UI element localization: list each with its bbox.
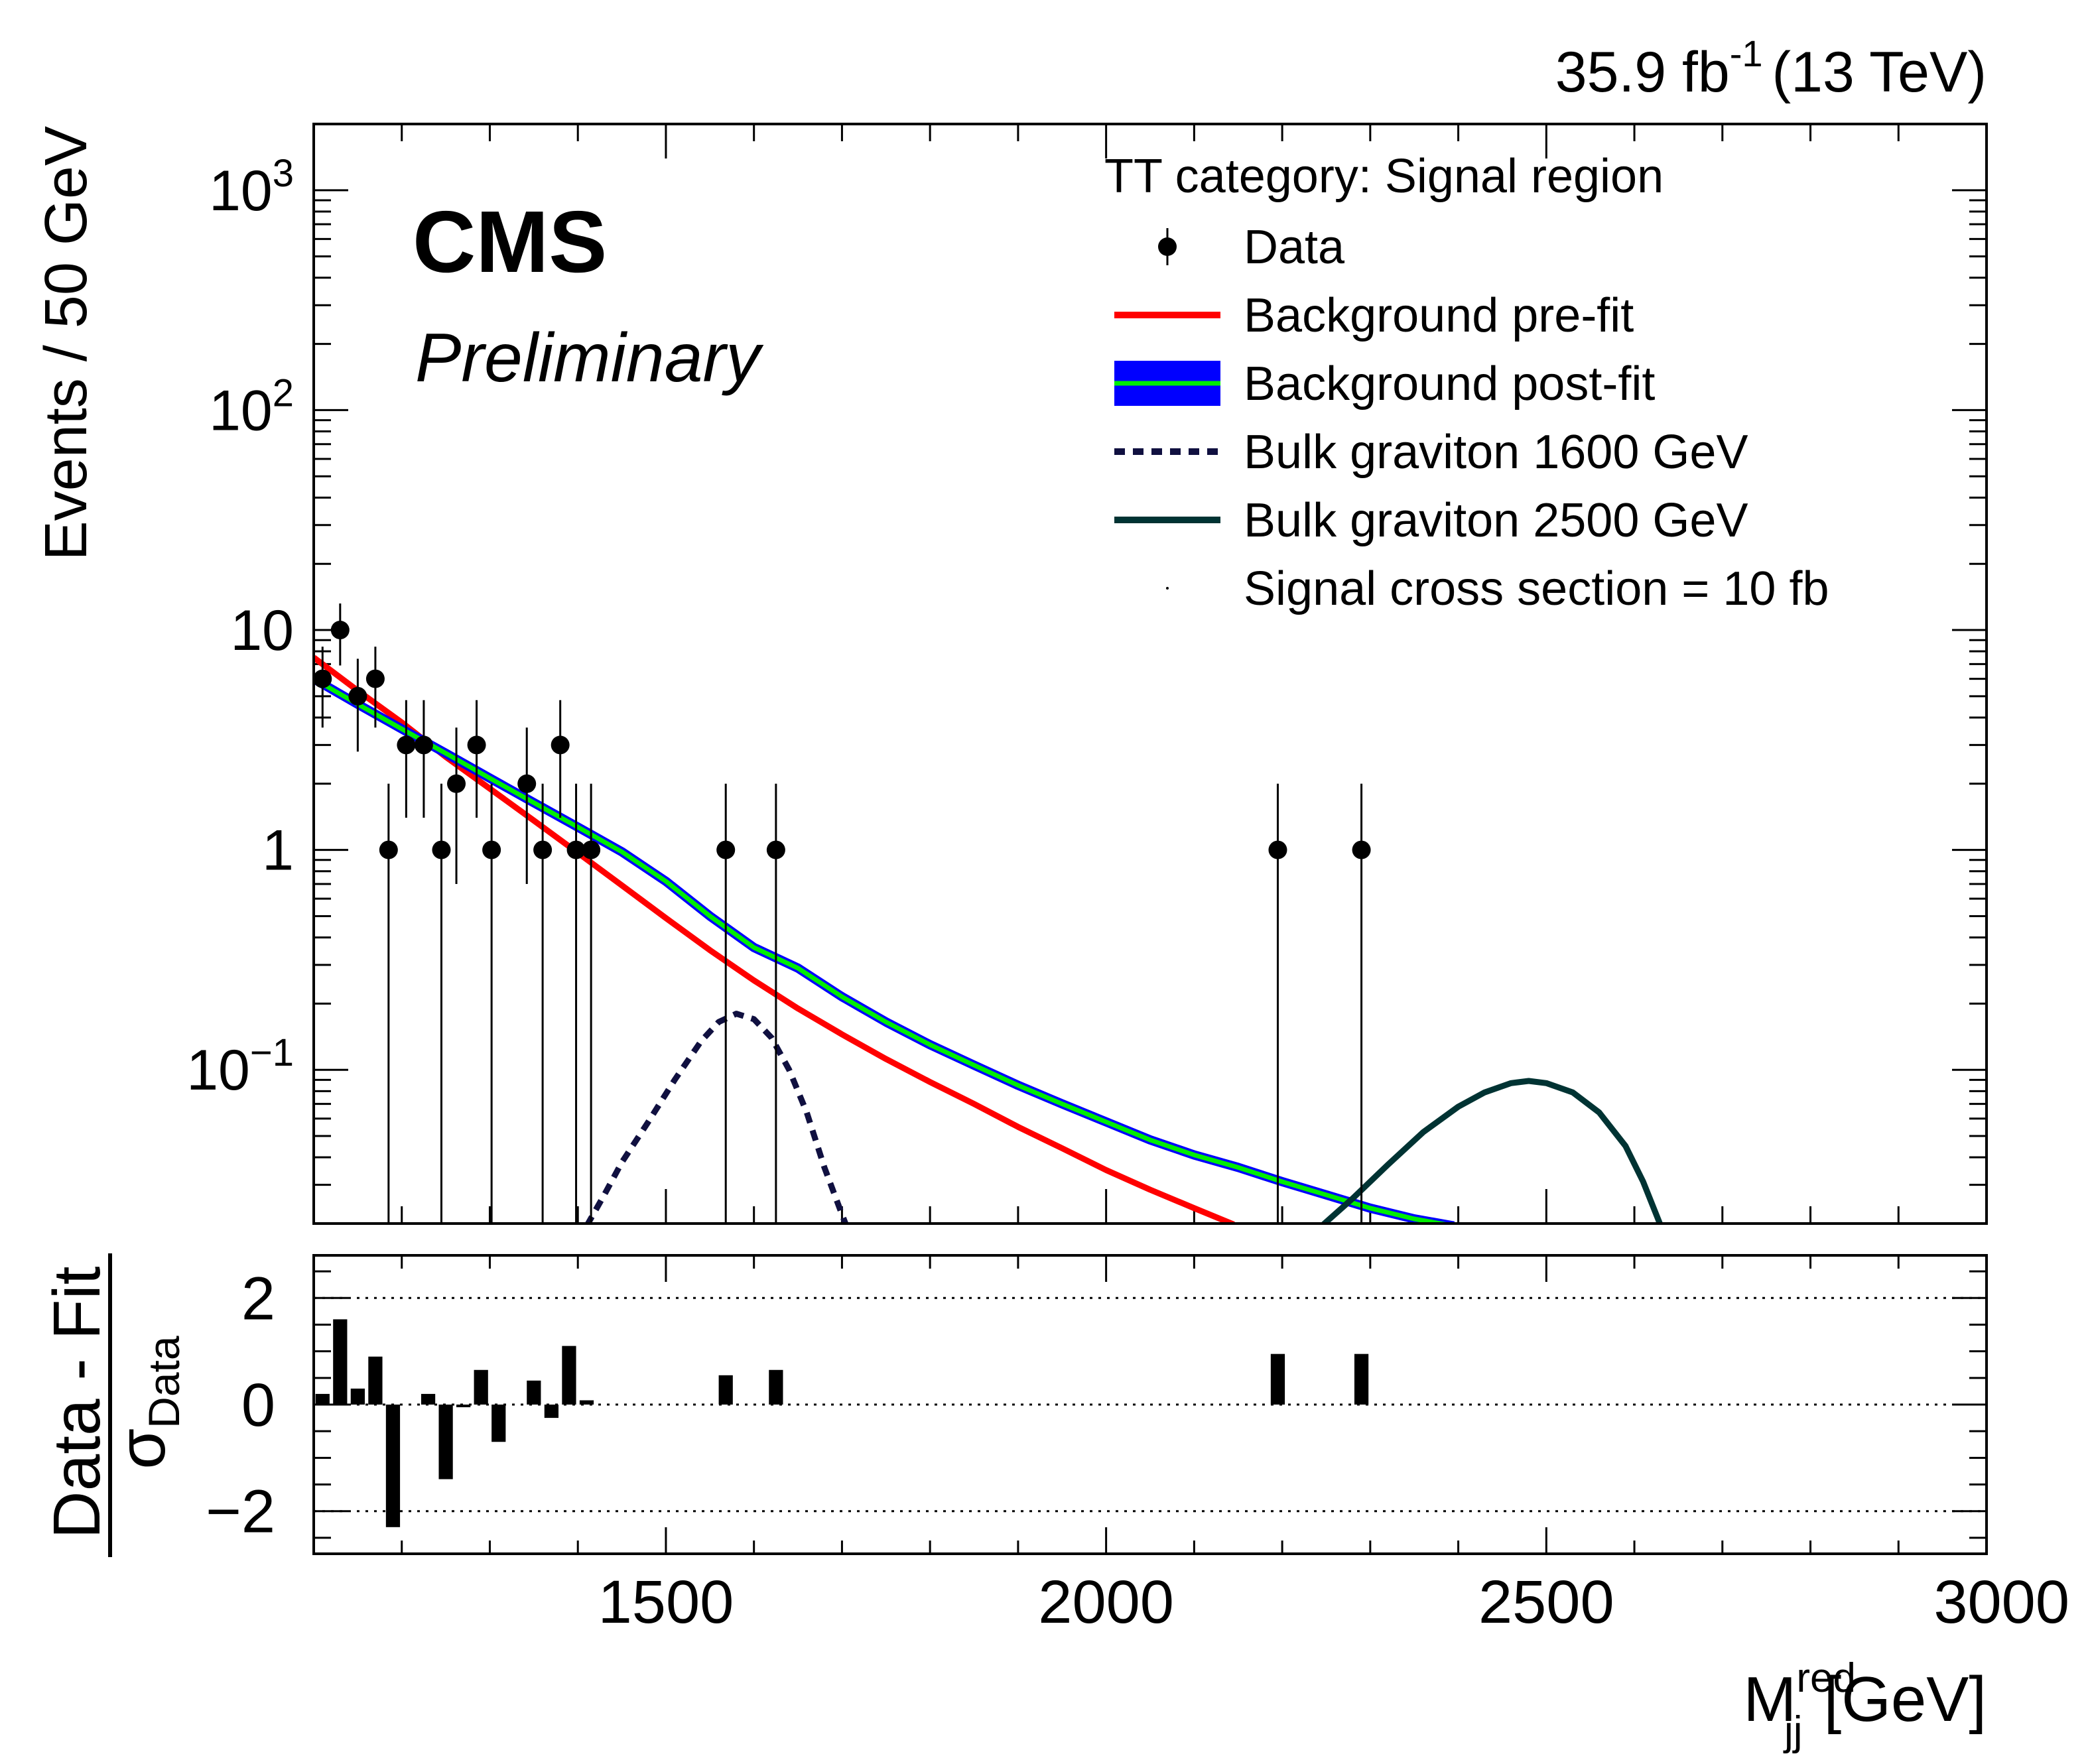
- ratio-bar: [385, 1405, 401, 1527]
- data-point: [313, 669, 332, 688]
- legend-entry: Background post-fit: [1114, 357, 1655, 410]
- legend-label: Data: [1244, 221, 1345, 274]
- main-y-tick-label: 10−1: [186, 1031, 294, 1102]
- ratio-bar: [491, 1405, 506, 1442]
- curve-background-post-fit: [314, 676, 1454, 1224]
- ratio-label-denominator: σData: [105, 1336, 188, 1469]
- ratio-bar: [769, 1369, 783, 1405]
- ratio-bar: [718, 1375, 733, 1405]
- data-point: [348, 686, 367, 706]
- ratio-label-denominator-sub: Data: [139, 1336, 188, 1428]
- x-axis-label-sub: jj: [1783, 1708, 1803, 1754]
- data-point: [379, 840, 398, 859]
- main-y-tick-label: 103: [209, 152, 294, 223]
- data-point: [1352, 840, 1371, 859]
- data-point: [533, 840, 553, 859]
- main-y-tick-label-exponent: 2: [273, 371, 294, 414]
- data-point: [582, 840, 601, 859]
- main-y-tick-label-exponent: −1: [250, 1031, 294, 1074]
- data-point: [365, 669, 385, 688]
- ratio-bar: [562, 1346, 576, 1405]
- y-axis-label: Events / 50 GeV: [33, 126, 99, 560]
- legend-dot-icon: [1166, 587, 1169, 590]
- lumi-exponent: -1: [1730, 32, 1763, 74]
- legend-label: Background pre-fit: [1244, 289, 1634, 342]
- main-y-tick-label-base: 10: [186, 1039, 250, 1102]
- ratio-y-tick-label: 0: [241, 1371, 275, 1439]
- lumi-energy: (13 TeV): [1772, 40, 1987, 104]
- ratio-y-axis-label: Data - Fit σData: [40, 1253, 188, 1557]
- main-y-tick-label-base: 1: [262, 819, 294, 883]
- curve-band-1: [314, 674, 1455, 1224]
- main-y-tick-label: 102: [209, 371, 294, 442]
- x-tick-label: 2500: [1478, 1568, 1614, 1636]
- data-point: [566, 840, 586, 859]
- legend: TT category: Signal region Data Backgroun…: [1104, 150, 1829, 615]
- legend-label: Bulk graviton 1600 GeV: [1244, 426, 1748, 479]
- ratio-bar: [456, 1405, 471, 1408]
- data-point: [517, 774, 537, 793]
- ratio-bar: [474, 1369, 488, 1405]
- lumi-label: 35.9 fb-1 (13 TeV): [1555, 32, 1987, 104]
- data-point: [414, 735, 433, 755]
- legend-entry: Data: [1158, 221, 1345, 274]
- x-tick-label: 3000: [1933, 1568, 2069, 1636]
- ratio-bar: [350, 1388, 365, 1405]
- legend-label: Signal cross section = 10 fb: [1244, 562, 1829, 615]
- data-point: [447, 774, 466, 793]
- x-axis-label-sup: red: [1796, 1655, 1856, 1701]
- ratio-bar: [544, 1405, 559, 1418]
- legend-entry: Bulk graviton 1600 GeV: [1114, 426, 1748, 479]
- cms-label: CMS: [413, 193, 607, 290]
- ratio-bar: [579, 1400, 594, 1405]
- legend-data-marker-icon: [1158, 237, 1177, 256]
- main-plot-frame: [312, 123, 1988, 1225]
- x-axis-label: Mred jj [GeV]: [1743, 1655, 1987, 1754]
- data-point: [766, 840, 785, 859]
- ratio-label-numerator: Data - Fit: [40, 1266, 114, 1539]
- data-point: [482, 840, 501, 859]
- curve-bulk-graviton-2500-gev: [1320, 1078, 1664, 1224]
- ratio-bar: [315, 1393, 330, 1405]
- curve-bulk-graviton-1600-gev: [584, 1011, 849, 1224]
- ratio-y-tick-label: −2: [206, 1478, 275, 1546]
- ratio-y-tick-label: 2: [241, 1265, 275, 1332]
- x-tick-label: 1500: [598, 1568, 734, 1636]
- legend-title: TT category: Signal region: [1104, 150, 1664, 203]
- ratio-bar: [527, 1380, 541, 1405]
- ratio-bar: [438, 1405, 453, 1480]
- x-axis-label-unit: [GeV]: [1824, 1664, 1987, 1735]
- curve-background-pre-fit: [314, 655, 1235, 1224]
- ratio-bar: [368, 1356, 383, 1405]
- main-y-tick-label-exponent: 3: [273, 152, 294, 195]
- main-y-tick-label-base: 10: [230, 599, 294, 662]
- legend-entry: Signal cross section = 10 fb: [1166, 562, 1829, 615]
- ratio-bar: [421, 1393, 436, 1405]
- data-point: [1268, 840, 1287, 859]
- ratio-bar: [1270, 1354, 1285, 1405]
- main-y-tick-label: 10: [230, 599, 294, 662]
- ratio-plot-frame: [312, 1254, 1988, 1555]
- data-point: [330, 621, 350, 640]
- legend-entry: Bulk graviton 2500 GeV: [1114, 494, 1748, 547]
- ratio-bar: [1354, 1354, 1369, 1405]
- x-tick-label: 2000: [1038, 1568, 1174, 1636]
- main-y-tick-label-base: 10: [209, 159, 273, 223]
- ratio-bar: [333, 1319, 348, 1405]
- legend-label: Bulk graviton 2500 GeV: [1244, 494, 1748, 547]
- data-point: [432, 840, 451, 859]
- data-point: [716, 840, 736, 859]
- main-y-tick-label: 1: [262, 819, 294, 883]
- data-point: [551, 735, 570, 755]
- data-point: [397, 735, 416, 755]
- data-point: [467, 735, 486, 755]
- legend-entry: Background pre-fit: [1114, 289, 1634, 342]
- main-y-tick-label-base: 10: [209, 379, 273, 442]
- legend-label: Background post-fit: [1244, 357, 1655, 410]
- preliminary-label: Preliminary: [415, 320, 764, 397]
